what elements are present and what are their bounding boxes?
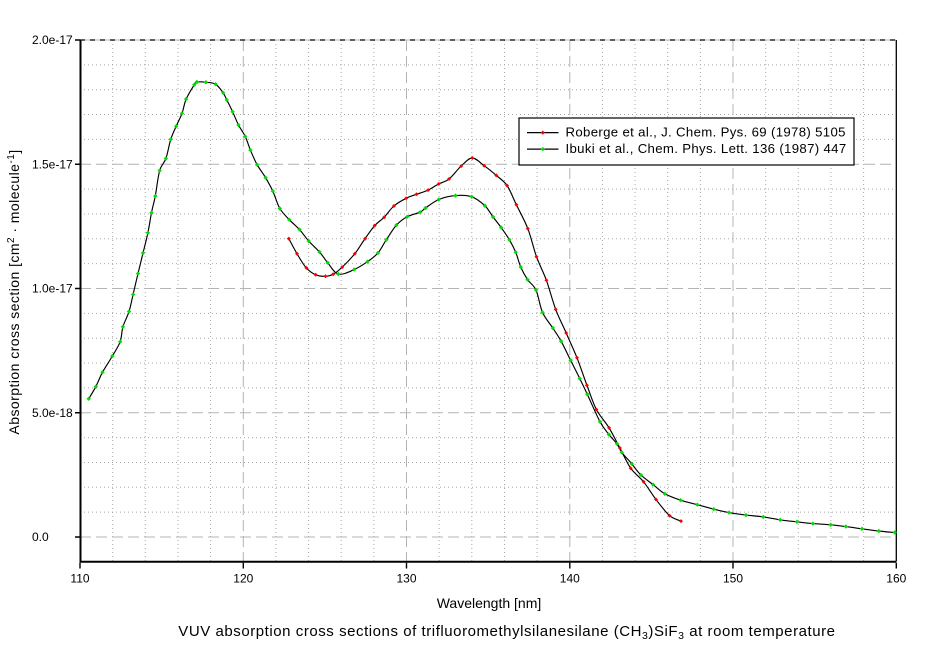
svg-text:5.0e-18: 5.0e-18 [32,406,73,420]
svg-text:140: 140 [560,572,580,586]
svg-text:VUV absorption cross sections: VUV absorption cross sections of trifluo… [178,623,835,642]
svg-text:1.0e-17: 1.0e-17 [32,282,73,296]
svg-text:130: 130 [396,572,416,586]
svg-text:150: 150 [723,572,743,586]
svg-text:Absorption cross section [cm2: Absorption cross section [cm2 · molecule… [6,149,22,434]
svg-text:Ibuki et al., Chem. Phys. Lett: Ibuki et al., Chem. Phys. Lett. 136 (198… [566,141,847,156]
svg-text:160: 160 [886,572,906,586]
svg-text:Wavelength [nm]: Wavelength [nm] [437,595,542,611]
svg-text:110: 110 [70,572,89,586]
svg-text:0.0: 0.0 [32,530,49,544]
svg-text:Roberge et al., J. Chem. Pys.: Roberge et al., J. Chem. Pys. 69 (1978) … [566,125,846,140]
svg-text:120: 120 [233,572,253,586]
svg-text:1.5e-17: 1.5e-17 [32,157,73,171]
svg-text:2.0e-17: 2.0e-17 [32,33,73,47]
